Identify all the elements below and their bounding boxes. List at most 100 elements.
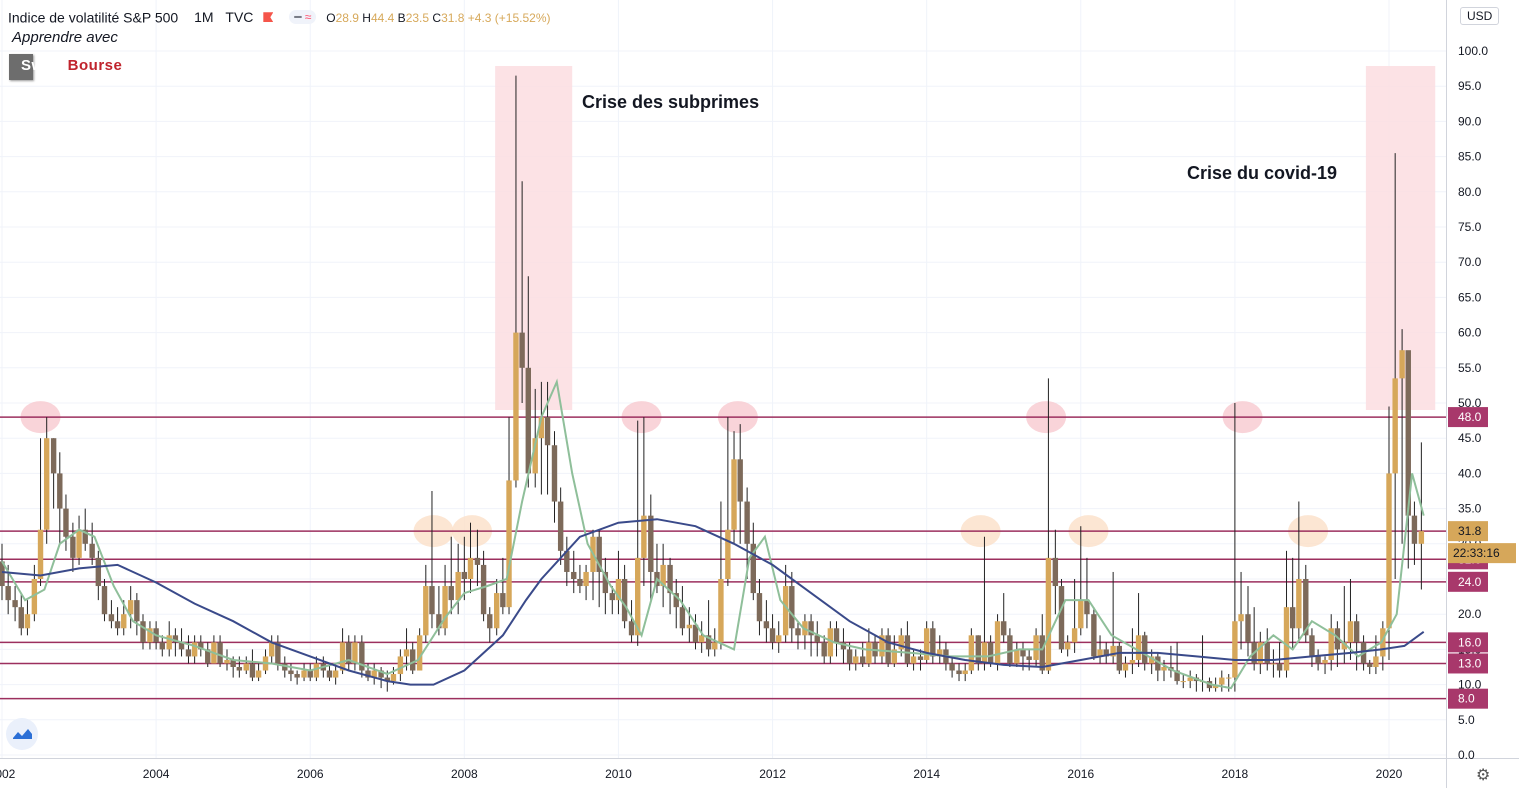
candle-body [583,571,589,587]
candle-body [1161,667,1167,671]
candle-body [1257,642,1264,664]
candle-body [101,586,108,615]
candle-body [134,600,140,622]
candle-body [763,621,770,629]
candle-body [1322,659,1328,664]
level-tag-label: 8.0 [1458,692,1475,706]
countdown-label: 22:33:16 [1453,546,1500,560]
x-tick-label: 2006 [297,767,324,781]
candle-body [230,659,236,667]
x-tick-label: 2004 [143,767,170,781]
candle-body [731,459,737,530]
y-tick-label: 45.0 [1458,431,1482,445]
candle-body [487,614,493,629]
candle-body [403,649,410,657]
candle-body [898,635,904,650]
level-tag [1448,521,1488,542]
candle-body [744,501,750,544]
candle-body [500,593,506,608]
candle-body [923,628,930,660]
candle-body [840,642,847,650]
candle-body [352,642,358,664]
price-tags: 48.031.831.024.016.013.08.022:33:16 [1448,407,1516,709]
candle-body [326,670,333,678]
candle-body [1033,635,1039,660]
tradingview-logo-icon[interactable] [6,718,38,750]
y-tick-label: 55.0 [1458,361,1482,375]
candle-body [1232,621,1238,678]
candle-body [448,586,454,601]
candle-body [860,656,866,664]
candle-body [275,642,281,664]
candle-body [1226,677,1232,679]
exchange-label: TVC [225,9,254,26]
candle-body [635,557,641,636]
candle-body [159,642,165,650]
swingbourse-logo: SwingBourse [9,54,135,80]
candle-body [1180,681,1186,683]
candle-body [917,656,924,660]
ma-slow-line [1,518,1425,686]
candle-body [975,635,981,664]
symbol-title[interactable]: Indice de volatilité S&P 500 [8,9,179,26]
currency-button[interactable]: USD [1460,7,1500,25]
candle-body [532,438,538,474]
y-tick-label: 20.0 [1458,607,1482,621]
candle-body [384,677,390,682]
candle-body [1052,557,1059,587]
candle-body [1071,628,1078,643]
candle-body [480,564,487,615]
candle-body [1367,663,1373,667]
visibility-toggle-icon[interactable]: ━ ≈ [289,10,317,25]
candle-body [660,564,666,587]
candle-body [725,529,731,579]
candle-body [1296,579,1302,629]
candle-body [224,659,230,664]
candle-body [1091,614,1097,657]
candle-body [455,571,461,601]
candle-body [930,628,936,657]
candle-body [57,473,63,509]
candle-body [371,670,377,678]
ohlc-open: 28.9 [335,10,359,25]
x-tick-label: 2002 [0,767,16,781]
candle-body [1064,642,1071,650]
candle-body [782,586,789,636]
candle-body [301,670,307,678]
candle-body [910,656,917,664]
candle-body [307,670,313,678]
candle-body [1058,586,1065,650]
annotation-covid[interactable]: Crise du covid-19 [1187,163,1338,183]
candle-body [1116,645,1123,671]
crisis-zones [495,66,1436,410]
candle-body [1187,677,1193,682]
candle-body [461,571,468,579]
candle-body [339,642,346,671]
gear-icon[interactable]: ⚙ [1476,767,1491,784]
annotation-subprime[interactable]: Crise des subprimes [582,92,760,112]
interval-label[interactable]: 1M [194,9,214,26]
candle-body [544,417,551,446]
candle-body [63,508,69,537]
candle-body [577,579,583,587]
candle-body [1078,600,1084,629]
candle-body [596,536,602,572]
candle-body [756,593,763,622]
candle-body [282,663,288,671]
candle-body [1097,649,1103,657]
candle-body [249,663,256,678]
crisis-zone [495,66,573,410]
level-tag [1448,407,1488,428]
candle-body [1212,684,1219,689]
candle-body [718,579,724,643]
candle-body [968,635,975,671]
candle-body [423,586,429,636]
candle-body [108,614,115,622]
candle-body [1392,378,1398,474]
candle-body [1411,515,1418,544]
candle-body [359,642,365,671]
candle-body [1020,649,1026,657]
candle-body [987,642,994,664]
candle-body [1405,350,1411,516]
